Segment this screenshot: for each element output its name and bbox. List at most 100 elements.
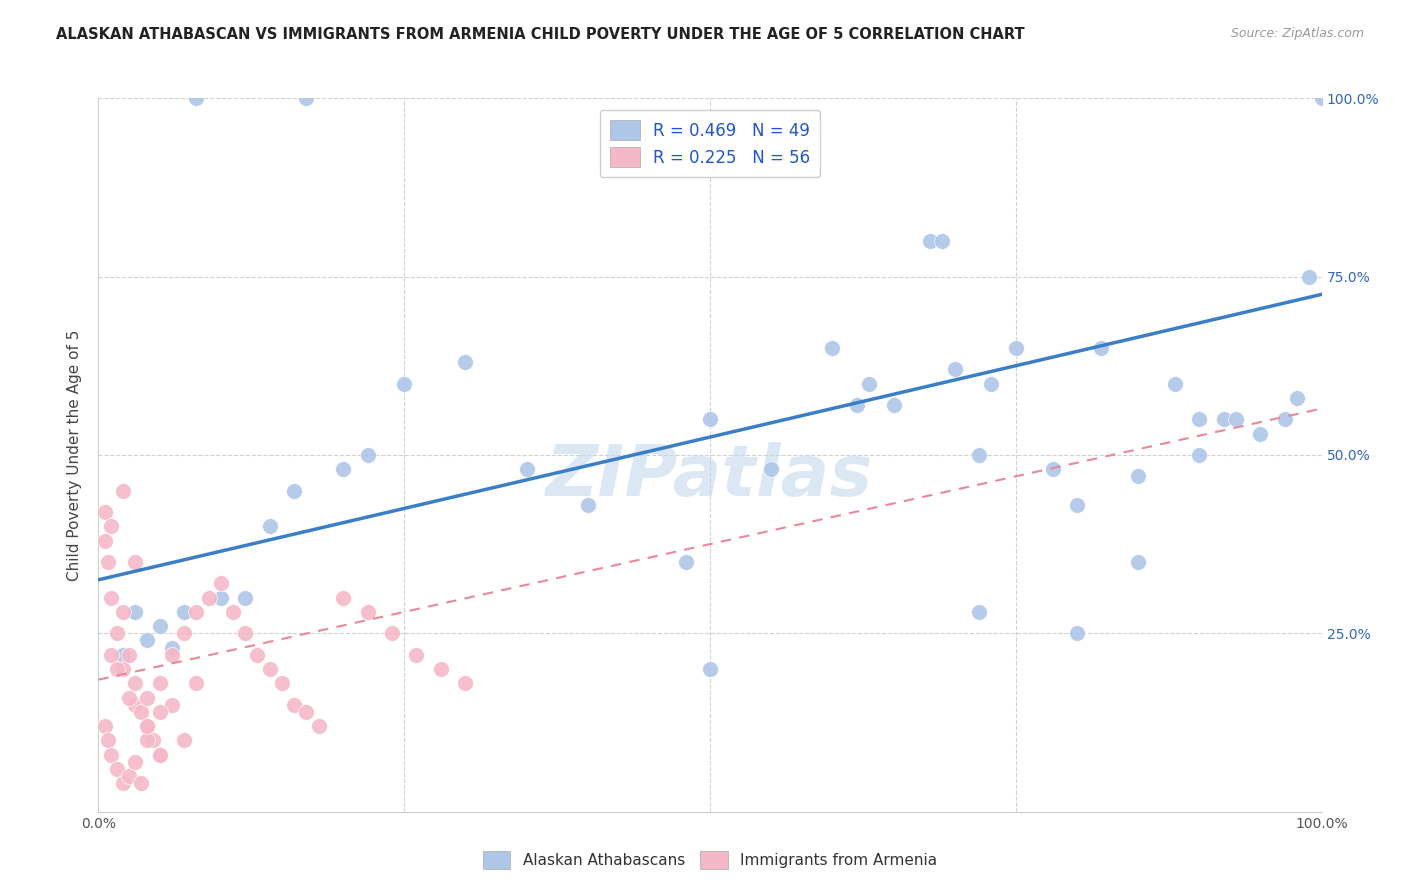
Point <box>1225 412 1247 426</box>
Point <box>1128 469 1150 483</box>
Point <box>136 690 159 705</box>
Point <box>149 676 172 690</box>
Point <box>454 676 477 690</box>
Point <box>1004 341 1026 355</box>
Point <box>124 755 146 769</box>
Point <box>136 633 159 648</box>
Point <box>356 448 378 462</box>
Point <box>405 648 427 662</box>
Point <box>173 605 195 619</box>
Point <box>222 605 245 619</box>
Point <box>136 719 159 733</box>
Text: ALASKAN ATHABASCAN VS IMMIGRANTS FROM ARMENIA CHILD POVERTY UNDER THE AGE OF 5 C: ALASKAN ATHABASCAN VS IMMIGRANTS FROM AR… <box>56 27 1025 42</box>
Point <box>259 519 281 533</box>
Point <box>149 705 172 719</box>
Point <box>1188 412 1211 426</box>
Point <box>100 519 122 533</box>
Point <box>97 555 120 569</box>
Point <box>515 462 537 476</box>
Point <box>381 626 404 640</box>
Point <box>283 698 305 712</box>
Point <box>105 662 128 676</box>
Point <box>186 91 208 105</box>
Point <box>454 355 477 369</box>
Point <box>1164 376 1187 391</box>
Point <box>675 555 697 569</box>
Point <box>980 376 1002 391</box>
Point <box>233 591 256 605</box>
Point <box>111 605 134 619</box>
Point <box>931 234 953 248</box>
Point <box>136 719 159 733</box>
Point <box>576 498 599 512</box>
Point <box>124 605 146 619</box>
Point <box>883 398 905 412</box>
Point <box>209 591 232 605</box>
Point <box>1274 412 1296 426</box>
Point <box>430 662 453 676</box>
Point <box>920 234 942 248</box>
Point <box>142 733 165 747</box>
Point <box>332 462 354 476</box>
Point <box>1310 91 1333 105</box>
Point <box>246 648 269 662</box>
Point <box>1188 448 1211 462</box>
Point <box>160 698 183 712</box>
Point <box>105 626 128 640</box>
Point <box>1066 626 1088 640</box>
Point <box>967 605 990 619</box>
Point <box>93 533 115 548</box>
Legend: Alaskan Athabascans, Immigrants from Armenia: Alaskan Athabascans, Immigrants from Arm… <box>477 845 943 875</box>
Point <box>129 705 152 719</box>
Point <box>160 648 183 662</box>
Point <box>111 483 134 498</box>
Point <box>821 341 844 355</box>
Point <box>160 640 183 655</box>
Point <box>308 719 330 733</box>
Point <box>858 376 880 391</box>
Point <box>967 448 990 462</box>
Point <box>1066 498 1088 512</box>
Text: Source: ZipAtlas.com: Source: ZipAtlas.com <box>1230 27 1364 40</box>
Point <box>111 662 134 676</box>
Point <box>392 376 416 391</box>
Point <box>699 662 721 676</box>
Point <box>100 648 122 662</box>
Point <box>1249 426 1271 441</box>
Point <box>124 698 146 712</box>
Point <box>111 776 134 790</box>
Point <box>1128 555 1150 569</box>
Point <box>173 733 195 747</box>
Point <box>124 676 146 690</box>
Point <box>97 733 120 747</box>
Point <box>295 91 318 105</box>
Point <box>209 576 232 591</box>
Text: ZIPatlas: ZIPatlas <box>547 442 873 511</box>
Point <box>1286 391 1309 405</box>
Point <box>1298 269 1320 284</box>
Point <box>259 662 281 676</box>
Point <box>129 776 152 790</box>
Point <box>118 769 141 783</box>
Point <box>173 626 195 640</box>
Point <box>186 676 208 690</box>
Point <box>356 605 378 619</box>
Point <box>118 648 141 662</box>
Point <box>699 412 721 426</box>
Point <box>270 676 294 690</box>
Point <box>197 591 219 605</box>
Point <box>93 719 115 733</box>
Point <box>149 619 172 633</box>
Point <box>332 591 354 605</box>
Point <box>136 733 159 747</box>
Point <box>100 747 122 762</box>
Point <box>1042 462 1064 476</box>
Point <box>105 762 128 776</box>
Point <box>111 648 134 662</box>
Point <box>124 555 146 569</box>
Point <box>100 591 122 605</box>
Point <box>118 690 141 705</box>
Point <box>295 705 318 719</box>
Point <box>233 626 256 640</box>
Point <box>186 605 208 619</box>
